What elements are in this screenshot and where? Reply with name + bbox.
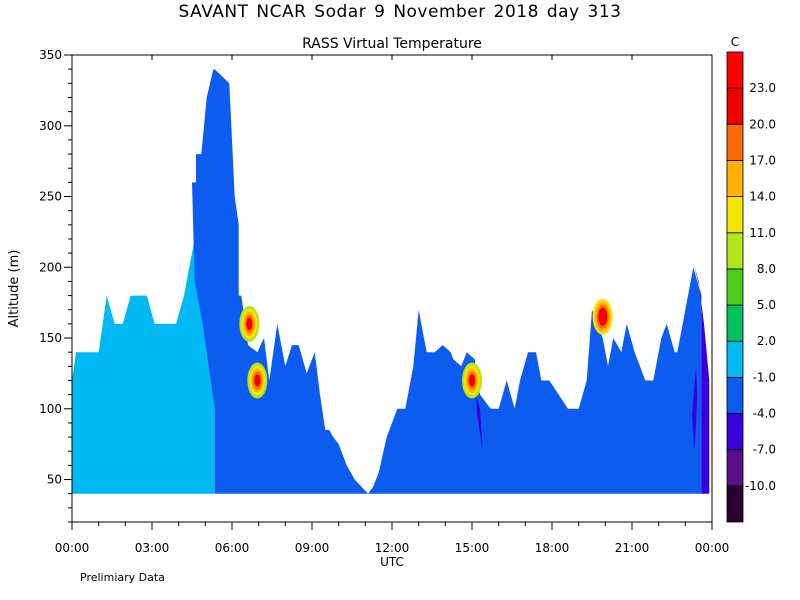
colorbar-level-label: -7.0 bbox=[753, 443, 776, 457]
colorbar-swatch bbox=[726, 449, 744, 487]
x-axis-title: UTC bbox=[380, 555, 404, 569]
y-tick-label: 250 bbox=[39, 190, 62, 204]
colorbar-level-label: 11.0 bbox=[749, 226, 776, 240]
y-tick-label: 150 bbox=[39, 331, 62, 345]
colorbar-level-label: 23.0 bbox=[749, 81, 776, 95]
hotspot-0 bbox=[239, 305, 260, 342]
colorbar-level-label: 8.0 bbox=[757, 262, 776, 276]
plot-area bbox=[72, 69, 710, 494]
colorbar-swatch bbox=[726, 160, 744, 198]
colorbar-level-label: -1.0 bbox=[753, 370, 776, 384]
colorbar-level-label: 17.0 bbox=[749, 153, 776, 167]
colorbar-level-label: 20.0 bbox=[749, 117, 776, 131]
temperature-region-0 bbox=[72, 239, 215, 494]
hotspot-2 bbox=[462, 362, 482, 399]
x-tick-label: 00:00 bbox=[55, 541, 90, 555]
temperature-region-1 bbox=[192, 69, 702, 494]
temperature-region-2 bbox=[694, 267, 710, 494]
y-tick-label: 100 bbox=[39, 402, 62, 416]
y-tick-label: 350 bbox=[39, 48, 62, 62]
y-tick-label: 200 bbox=[39, 260, 62, 274]
colorbar-level-label: 5.0 bbox=[757, 298, 776, 312]
colorbar: C -10.0 -7.0 -4.0 -1.0 2.0 5.0 8.0 11.0 14.0 17.0 2… bbox=[726, 35, 776, 523]
colorbar-swatch bbox=[726, 413, 744, 451]
colorbar-swatch bbox=[726, 196, 744, 234]
colorbar-level-label: -4.0 bbox=[753, 407, 776, 421]
colorbar-swatch bbox=[726, 232, 744, 270]
footnote-preliminary: Prelimiary Data bbox=[80, 571, 165, 584]
x-tick-label: 21:00 bbox=[615, 541, 650, 555]
colorbar-swatch bbox=[726, 485, 744, 523]
x-tick-label: 03:00 bbox=[135, 541, 170, 555]
x-tick-label: 06:00 bbox=[215, 541, 250, 555]
colorbar-swatch bbox=[726, 51, 744, 89]
x-tick-label: 09:00 bbox=[295, 541, 330, 555]
y-axis-title: Altitude (m) bbox=[7, 250, 22, 328]
x-tick-label: 18:00 bbox=[535, 541, 570, 555]
main-title: SAVANT NCAR Sodar 9 November 2018 day 31… bbox=[178, 2, 622, 22]
temperature-region-3 bbox=[476, 394, 483, 452]
colorbar-swatch bbox=[726, 268, 744, 306]
chart-subtitle: RASS Virtual Temperature bbox=[302, 36, 482, 52]
hotspot-1 bbox=[247, 362, 268, 399]
x-tick-label: 00:00 bbox=[695, 541, 730, 555]
temperature-region-4 bbox=[692, 366, 698, 452]
colorbar-swatch bbox=[726, 376, 744, 414]
x-tick-label: 15:00 bbox=[455, 541, 490, 555]
y-tick-label: 50 bbox=[47, 473, 62, 487]
colorbar-level-label: 14.0 bbox=[749, 190, 776, 204]
hotspot-3 bbox=[592, 298, 613, 335]
axes: 00:00 03:00 06:00 09:00 12:00 15:00 18:00 21:00… bbox=[7, 48, 729, 569]
colorbar-swatch bbox=[726, 123, 744, 161]
colorbar-swatch bbox=[726, 340, 744, 378]
x-tick-label: 12:00 bbox=[375, 541, 410, 555]
colorbar-swatch bbox=[726, 87, 744, 125]
colorbar-level-label: -10.0 bbox=[745, 479, 776, 493]
colorbar-swatch bbox=[726, 304, 744, 342]
y-tick-label: 300 bbox=[39, 119, 62, 133]
colorbar-level-label: 2.0 bbox=[757, 334, 776, 348]
colorbar-unit: C bbox=[731, 35, 739, 49]
